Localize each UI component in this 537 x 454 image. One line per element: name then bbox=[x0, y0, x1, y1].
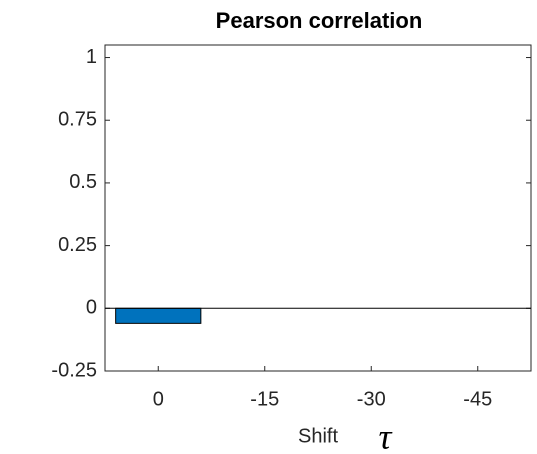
y-tick-label: -0.25 bbox=[51, 359, 97, 381]
y-tick-label: 1 bbox=[86, 46, 97, 68]
x-axis-symbol: τ bbox=[379, 416, 393, 454]
x-axis-label: Shift bbox=[298, 425, 338, 447]
y-tick-label: 0.75 bbox=[58, 109, 97, 131]
x-tick-label: 0 bbox=[153, 388, 164, 410]
x-tick-label: -45 bbox=[463, 388, 492, 410]
bar bbox=[115, 307, 202, 324]
y-tick-label: 0 bbox=[86, 297, 97, 319]
y-tick-label: 0.25 bbox=[58, 234, 97, 256]
x-tick-label: -30 bbox=[357, 388, 386, 410]
x-tick-label: -15 bbox=[250, 388, 279, 410]
y-tick-label: 0.5 bbox=[69, 171, 97, 193]
chart-title: Pearson correlation bbox=[216, 8, 423, 33]
